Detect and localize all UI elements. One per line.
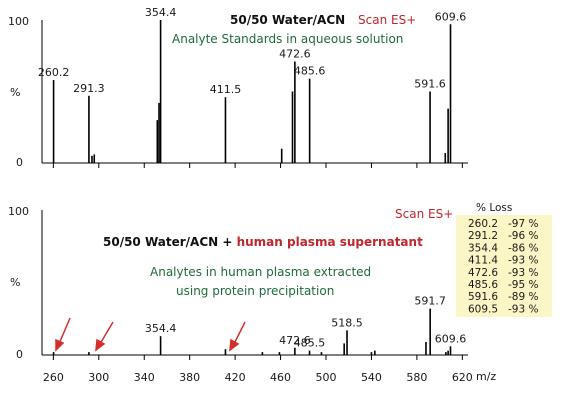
x-tick-label: 420 <box>225 371 246 384</box>
bottom-y-tick-0: 0 <box>16 348 23 361</box>
x-tick-label: 620 <box>452 371 473 384</box>
loss-row-value: -96 % <box>508 230 538 242</box>
bottom-peak-label: 609.6 <box>435 332 467 345</box>
loss-row-value: -93 % <box>508 303 538 315</box>
top-title: 50/50 Water/ACN <box>230 13 345 27</box>
arrow-icon <box>229 321 246 352</box>
loss-table: 260.2 -97 % 291.2 -96 % 354.4 -86 % 411.4 -93 %… <box>468 218 538 315</box>
bottom-peak-label: 354.4 <box>145 322 177 335</box>
bottom-x-ticks <box>52 355 463 360</box>
loss-row-mz: 591.6 <box>468 291 498 303</box>
x-tick-label: 380 <box>179 371 200 384</box>
x-tick-label: 580 <box>406 371 427 384</box>
loss-row-mz: 411.4 <box>468 255 498 267</box>
top-scan-label: Scan ES+ <box>358 13 416 27</box>
bottom-title-part1: 50/50 Water/ACN + <box>103 235 237 249</box>
bottom-peak-label: 472.6 <box>279 334 311 347</box>
top-y-tick-percent: % <box>10 86 20 99</box>
loss-row-mz: 472.6 <box>468 267 498 279</box>
bottom-peak-label: 518.5 <box>331 316 363 329</box>
x-tick-label: 500 <box>316 371 337 384</box>
x-axis-unit: m/z <box>476 370 496 383</box>
bottom-note-line1: Analytes in human plasma extracted <box>150 265 371 279</box>
top-peak-label: 485.6 <box>294 65 326 78</box>
bottom-scan-label: Scan ES+ <box>395 207 453 221</box>
top-y-tick-0: 0 <box>16 156 23 169</box>
loss-row-mz: 260.2 <box>468 218 498 230</box>
loss-table-header: % Loss <box>476 202 512 214</box>
bottom-peak-label: 485.5 <box>294 337 326 350</box>
loss-row-value: -86 % <box>508 242 538 254</box>
x-axis-labels: 260 300 340 380 420 460 500 540 580 620 <box>43 371 473 384</box>
loss-row-value: -93 % <box>508 267 538 279</box>
loss-row-mz: 609.5 <box>468 303 498 315</box>
loss-row-value: -97 % <box>508 218 538 230</box>
loss-row-value: -93 % <box>508 255 538 267</box>
loss-row-value: -89 % <box>508 291 538 303</box>
top-peak-label: 591.6 <box>414 78 446 91</box>
top-peak-label: 472.6 <box>279 47 311 60</box>
top-x-ticks <box>52 163 463 168</box>
x-tick-label: 540 <box>361 371 382 384</box>
bottom-y-tick-100: 100 <box>8 205 29 218</box>
top-subtitle: Analyte Standards in aqueous solution <box>172 32 403 46</box>
loss-row-mz: 354.4 <box>468 242 498 254</box>
x-tick-label: 340 <box>134 371 155 384</box>
top-y-tick-100: 100 <box>8 15 29 28</box>
top-peak-label: 354.4 <box>145 6 177 19</box>
top-peak-label: 411.5 <box>210 83 242 96</box>
bottom-title: 50/50 Water/ACN + human plasma supernata… <box>103 235 423 249</box>
top-peak-label: 260.2 <box>38 66 70 79</box>
x-tick-label: 300 <box>88 371 109 384</box>
x-tick-label: 460 <box>270 371 291 384</box>
bottom-title-part2: human plasma supernatant <box>237 235 423 249</box>
loss-table-background <box>456 215 552 317</box>
loss-row-mz: 485.6 <box>468 279 498 291</box>
x-tick-label: 260 <box>43 371 64 384</box>
loss-row-mz: 291.2 <box>468 230 498 242</box>
loss-row-value: -95 % <box>508 279 538 291</box>
top-peak-label: 291.3 <box>73 82 105 95</box>
bottom-peak-label: 591.7 <box>414 295 446 308</box>
bottom-y-tick-percent: % <box>10 276 20 289</box>
top-peak-label: 609.6 <box>435 10 467 23</box>
arrow-icon <box>55 317 71 352</box>
bottom-note-line2: using protein precipitation <box>176 284 334 298</box>
arrow-icon <box>95 321 114 352</box>
